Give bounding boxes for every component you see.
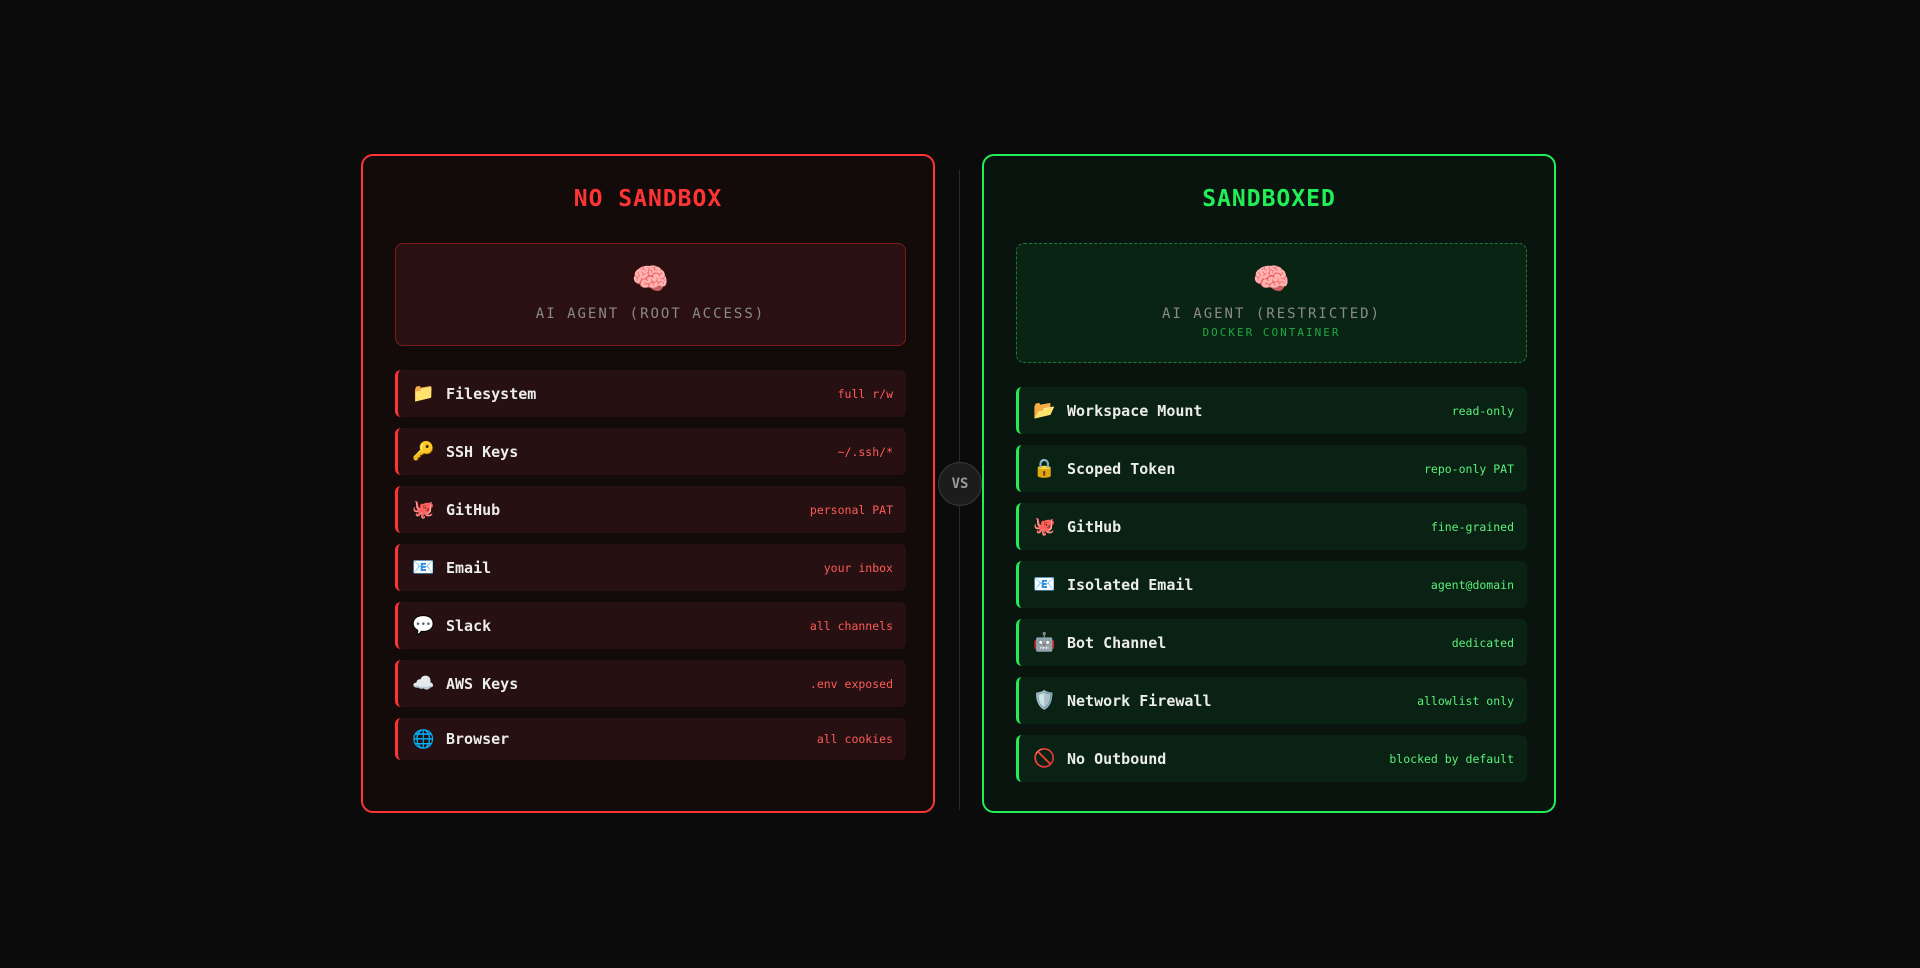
item-name: Bot Channel <box>1067 633 1167 652</box>
item-value: ~/.ssh/* <box>837 444 893 459</box>
list-item-no-outbound: 🚫 No Outbound blocked by default <box>1016 735 1527 782</box>
list-item-scoped-token: 🔒 Scoped Token repo-only PAT <box>1016 445 1527 492</box>
item-value: repo-only PAT <box>1423 461 1514 476</box>
agent-label: AI AGENT (ROOT ACCESS) <box>535 306 766 322</box>
item-name: SSH Keys <box>446 442 519 461</box>
folder-icon: 📁 <box>412 383 435 404</box>
list-item-email: 📧 Email your inbox <box>395 544 906 591</box>
list-item-workspace-mount: 📂 Workspace Mount read-only <box>1016 387 1527 434</box>
brain-icon: 🧠 <box>1252 262 1291 297</box>
item-name: Slack <box>446 616 492 635</box>
list-item-network-firewall: 🛡️ Network Firewall allowlist only <box>1016 677 1527 724</box>
item-name: Scoped Token <box>1067 459 1176 478</box>
item-name: Network Firewall <box>1067 691 1212 710</box>
robot-icon: 🤖 <box>1033 632 1056 653</box>
item-value: .env exposed <box>809 676 893 691</box>
list-item-ssh-keys: 🔑 SSH Keys ~/.ssh/* <box>395 428 906 475</box>
vs-badge: VS <box>938 462 982 506</box>
list-item-browser: 🌐 Browser all cookies <box>395 718 906 760</box>
open-folder-icon: 📂 <box>1033 400 1056 421</box>
brain-icon: 🧠 <box>631 262 670 297</box>
panel-title: SANDBOXED <box>1202 186 1336 212</box>
list-item-slack: 💬 Slack all channels <box>395 602 906 649</box>
agent-label: AI AGENT (RESTRICTED) <box>1161 306 1381 322</box>
item-value: dedicated <box>1451 635 1514 650</box>
item-value: personal PAT <box>809 502 893 517</box>
item-name: Browser <box>446 730 510 748</box>
no-sandbox-panel: NO SANDBOX 🧠 AI AGENT (ROOT ACCESS) 📁 Fil… <box>361 154 935 813</box>
octopus-icon: 🐙 <box>1033 516 1056 537</box>
access-list: 📂 Workspace Mount read-only 🔒 Scoped Token r… <box>1016 387 1527 793</box>
prohibited-icon: 🚫 <box>1033 748 1056 769</box>
list-item-isolated-email: 📧 Isolated Email agent@domain <box>1016 561 1527 608</box>
list-item-bot-channel: 🤖 Bot Channel dedicated <box>1016 619 1527 666</box>
item-value: all channels <box>809 618 893 633</box>
lock-icon: 🔒 <box>1033 458 1056 479</box>
access-list: 📁 Filesystem full r/w 🔑 SSH Keys ~/.ssh/* 🐙 G… <box>395 370 906 771</box>
list-item-aws-keys: ☁️ AWS Keys .env exposed <box>395 660 906 707</box>
item-value: full r/w <box>837 386 893 401</box>
shield-icon: 🛡️ <box>1033 690 1056 711</box>
item-value: your inbox <box>823 560 893 575</box>
item-name: GitHub <box>1067 517 1122 536</box>
panel-title: NO SANDBOX <box>573 186 723 212</box>
item-value: agent@domain <box>1430 577 1514 592</box>
item-value: blocked by default <box>1389 751 1514 766</box>
globe-icon: 🌐 <box>412 728 435 750</box>
item-name: Workspace Mount <box>1067 401 1203 420</box>
sandboxed-panel: SANDBOXED 🧠 AI AGENT (RESTRICTED) DOCKER… <box>982 154 1556 813</box>
cloud-icon: ☁️ <box>412 673 435 694</box>
speech-bubble-icon: 💬 <box>412 615 435 636</box>
item-name: Email <box>446 558 492 577</box>
item-value: allowlist only <box>1417 693 1514 708</box>
item-value: all cookies <box>816 732 893 746</box>
item-name: AWS Keys <box>446 674 519 693</box>
email-icon: 📧 <box>1033 574 1056 595</box>
item-name: No Outbound <box>1067 749 1167 768</box>
item-name: Isolated Email <box>1067 575 1194 594</box>
octopus-icon: 🐙 <box>412 499 435 520</box>
agent-box: 🧠 AI AGENT (ROOT ACCESS) <box>395 243 906 346</box>
agent-sublabel: DOCKER CONTAINER <box>1202 326 1341 339</box>
list-item-github: 🐙 GitHub personal PAT <box>395 486 906 533</box>
agent-box: 🧠 AI AGENT (RESTRICTED) DOCKER CONTAINER <box>1016 243 1527 363</box>
item-value: read-only <box>1451 403 1514 418</box>
item-name: Filesystem <box>446 384 537 403</box>
list-item-filesystem: 📁 Filesystem full r/w <box>395 370 906 417</box>
list-item-github: 🐙 GitHub fine-grained <box>1016 503 1527 550</box>
item-value: fine-grained <box>1430 519 1514 534</box>
item-name: GitHub <box>446 500 501 519</box>
email-icon: 📧 <box>412 557 435 578</box>
key-icon: 🔑 <box>412 441 435 462</box>
